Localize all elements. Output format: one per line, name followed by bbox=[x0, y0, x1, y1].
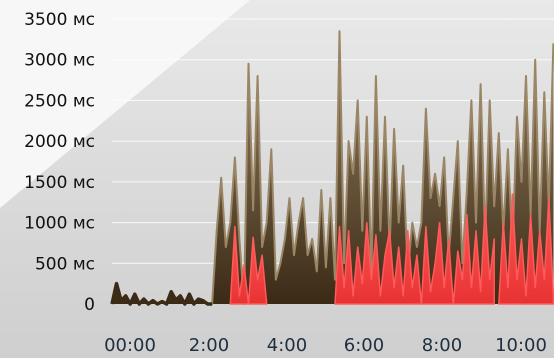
x-tick-label: 2:00 bbox=[189, 335, 229, 356]
total-line-baseline bbox=[110, 281, 213, 306]
x-tick-label: 6:00 bbox=[344, 335, 384, 356]
y-tick-label: 0 bbox=[84, 295, 95, 315]
y-tick-label: 500 мс bbox=[35, 254, 95, 274]
y-tick-label: 1000 мс bbox=[24, 214, 95, 234]
series-total-response-time bbox=[110, 30, 554, 306]
error-segment-2 bbox=[334, 205, 495, 305]
x-tick-label: 00:00 bbox=[104, 335, 156, 356]
error-segment-1 bbox=[229, 225, 268, 305]
x-axis-tick-labels: 00:00 2:00 4:00 6:00 8:00 10:00 bbox=[104, 335, 547, 356]
y-tick-label: 1500 мс bbox=[24, 173, 95, 193]
x-tick-label: 8:00 bbox=[422, 335, 462, 356]
total-area bbox=[112, 31, 554, 304]
error-segment-3 bbox=[498, 193, 554, 305]
x-tick-label: 10:00 bbox=[495, 335, 547, 356]
series-error-response-time bbox=[229, 193, 554, 305]
y-tick-label: 2000 мс bbox=[24, 132, 95, 152]
x-tick-label: 4:00 bbox=[267, 335, 307, 356]
y-tick-label: 3000 мс bbox=[24, 51, 95, 71]
y-axis-tick-labels: 0 500 мс 1000 мс 1500 мс 2000 мс 2500 мс 3000 … bbox=[24, 10, 95, 315]
y-tick-label: 2500 мс bbox=[24, 91, 95, 111]
y-tick-label: 3500 мс bbox=[24, 10, 95, 30]
